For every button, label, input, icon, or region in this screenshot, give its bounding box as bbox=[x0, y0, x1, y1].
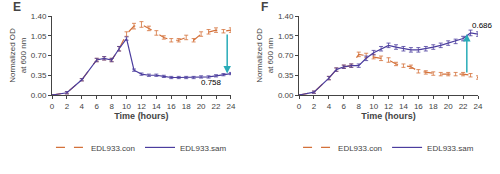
svg-text:0.70: 0.70 bbox=[278, 51, 294, 60]
svg-text:0.35: 0.35 bbox=[31, 71, 47, 80]
svg-text:2: 2 bbox=[312, 102, 317, 111]
svg-text:16: 16 bbox=[414, 102, 423, 111]
svg-text:0.00: 0.00 bbox=[31, 91, 47, 100]
svg-text:0.00: 0.00 bbox=[278, 91, 294, 100]
svg-text:0.70: 0.70 bbox=[31, 51, 47, 60]
svg-text:Time (hours): Time (hours) bbox=[114, 111, 168, 121]
svg-text:EDL933.sam: EDL933.sam bbox=[427, 144, 474, 153]
svg-text:24: 24 bbox=[474, 102, 483, 111]
svg-text:Normalized ODat 600 nm: Normalized ODat 600 nm bbox=[8, 28, 27, 83]
svg-text:Time (hours): Time (hours) bbox=[361, 111, 415, 121]
svg-text:1.05: 1.05 bbox=[31, 32, 47, 41]
svg-text:EDL933.sam: EDL933.sam bbox=[180, 144, 227, 153]
svg-text:0.686: 0.686 bbox=[472, 21, 493, 30]
svg-text:22: 22 bbox=[459, 102, 468, 111]
svg-text:4: 4 bbox=[327, 102, 332, 111]
svg-text:EDL933.con: EDL933.con bbox=[91, 144, 135, 153]
svg-text:8: 8 bbox=[109, 102, 114, 111]
svg-text:0.758: 0.758 bbox=[201, 78, 222, 87]
svg-text:EDL933.con: EDL933.con bbox=[338, 144, 382, 153]
svg-text:6: 6 bbox=[342, 102, 347, 111]
svg-text:20: 20 bbox=[444, 102, 453, 111]
svg-text:18: 18 bbox=[182, 102, 191, 111]
svg-text:18: 18 bbox=[429, 102, 438, 111]
svg-text:22: 22 bbox=[212, 102, 221, 111]
svg-text:1.40: 1.40 bbox=[278, 12, 294, 21]
svg-text:12: 12 bbox=[137, 102, 146, 111]
svg-text:2: 2 bbox=[65, 102, 70, 111]
svg-text:0: 0 bbox=[297, 102, 302, 111]
svg-text:10: 10 bbox=[369, 102, 378, 111]
svg-text:12: 12 bbox=[384, 102, 393, 111]
svg-text:Normalized ODat 600 nm: Normalized ODat 600 nm bbox=[255, 28, 274, 83]
svg-text:0.35: 0.35 bbox=[278, 71, 294, 80]
svg-text:E: E bbox=[13, 0, 21, 14]
svg-text:10: 10 bbox=[122, 102, 131, 111]
svg-text:8: 8 bbox=[356, 102, 361, 111]
svg-text:F: F bbox=[261, 0, 268, 14]
svg-text:20: 20 bbox=[197, 102, 206, 111]
svg-text:0: 0 bbox=[50, 102, 55, 111]
svg-text:24: 24 bbox=[226, 102, 235, 111]
svg-text:14: 14 bbox=[399, 102, 408, 111]
svg-text:1.05: 1.05 bbox=[278, 32, 294, 41]
svg-text:16: 16 bbox=[167, 102, 176, 111]
svg-text:14: 14 bbox=[152, 102, 161, 111]
svg-text:4: 4 bbox=[80, 102, 85, 111]
svg-text:1.40: 1.40 bbox=[31, 12, 47, 21]
svg-text:6: 6 bbox=[95, 102, 100, 111]
